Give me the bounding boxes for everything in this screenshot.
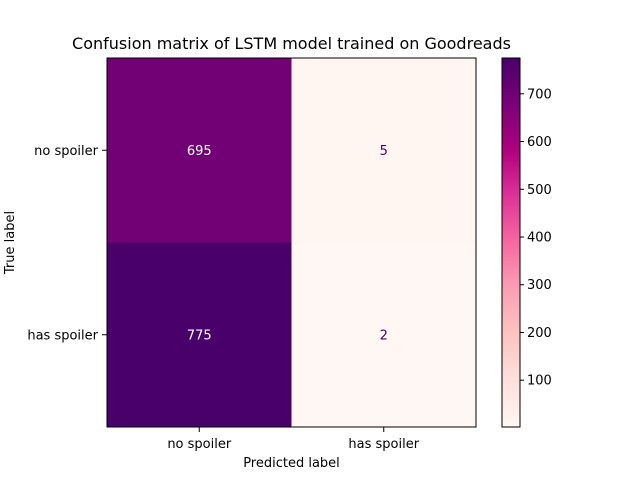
cell-value-label-0-1: 5 bbox=[380, 144, 388, 159]
colorbar-tick-label-3: 400 bbox=[527, 231, 552, 246]
cell-value-label-1-1: 2 bbox=[380, 328, 388, 343]
y-tick-label-no-spoiler: no spoiler bbox=[34, 144, 99, 159]
colorbar-tick-label-1: 200 bbox=[527, 326, 552, 341]
heatmap-cell-0-0 bbox=[107, 58, 292, 243]
colorbar-tick-label-6: 700 bbox=[527, 87, 552, 102]
chart-title: Confusion matrix of LSTM model trained o… bbox=[72, 34, 511, 53]
y-axis-label: True label bbox=[3, 211, 18, 275]
colorbar-ticks: 100 200 300 400 500 600 700 bbox=[520, 87, 552, 389]
colorbar-tick-label-0: 100 bbox=[527, 374, 552, 389]
cell-value-label-0-0: 695 bbox=[187, 144, 212, 159]
cell-value-label-1-0: 775 bbox=[187, 328, 212, 343]
plot-frame bbox=[106, 57, 477, 428]
heatmap-cell-1-0 bbox=[107, 242, 292, 427]
colorbar-tick-label-4: 500 bbox=[527, 183, 552, 198]
x-tick-label-has-spoiler: has spoiler bbox=[348, 437, 419, 452]
heatmap-cells: 695 5 775 2 bbox=[107, 58, 476, 427]
heatmap-cell-1-1 bbox=[291, 242, 476, 427]
x-axis-label: Predicted label bbox=[243, 456, 340, 471]
x-tick-label-no-spoiler: no spoiler bbox=[167, 437, 232, 452]
colorbar bbox=[501, 57, 521, 428]
heatmap-cell-0-1 bbox=[291, 58, 476, 243]
y-tick-label-has-spoiler: has spoiler bbox=[27, 329, 98, 344]
colorbar-tick-label-2: 300 bbox=[527, 278, 552, 293]
colorbar-tick-label-5: 600 bbox=[527, 135, 552, 150]
